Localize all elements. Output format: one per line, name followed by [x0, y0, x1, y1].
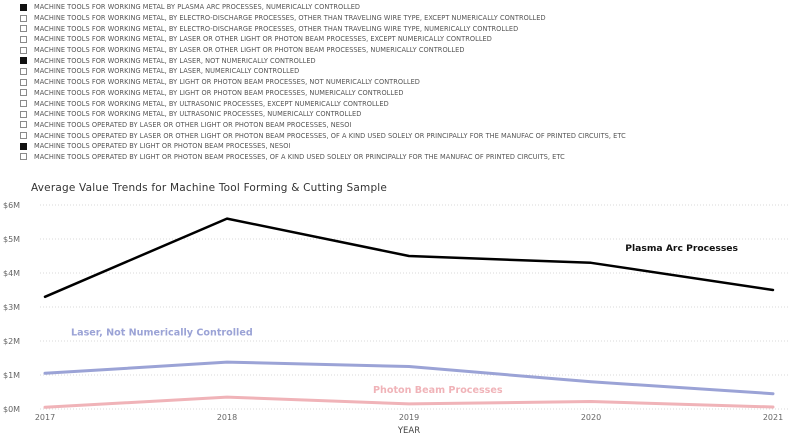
x-tick-label: 2021 — [763, 413, 783, 422]
filter-item[interactable]: MACHINE TOOLS OPERATED BY LIGHT OR PHOTO… — [20, 141, 790, 152]
filter-label: MACHINE TOOLS FOR WORKING METAL, BY ELEC… — [34, 14, 546, 23]
filter-label: MACHINE TOOLS OPERATED BY LIGHT OR PHOTO… — [34, 152, 565, 161]
checkbox-checked[interactable] — [20, 3, 27, 11]
series-line — [43, 360, 775, 396]
filter-item[interactable]: MACHINE TOOLS FOR WORKING METAL, BY ULTR… — [20, 98, 790, 109]
filter-item[interactable]: MACHINE TOOLS FOR WORKING METAL BY PLASM… — [20, 2, 790, 13]
filter-label: MACHINE TOOLS FOR WORKING METAL, BY LASE… — [34, 46, 465, 55]
filter-item[interactable]: MACHINE TOOLS FOR WORKING METAL, BY ULTR… — [20, 109, 790, 120]
x-tick-label: 2020 — [581, 413, 601, 422]
checkbox-unchecked[interactable] — [20, 46, 27, 54]
filter-label: MACHINE TOOLS FOR WORKING METAL, BY ELEC… — [34, 24, 519, 33]
series-label: Plasma Arc Processes — [625, 243, 738, 254]
checkbox-unchecked[interactable] — [20, 67, 27, 75]
filter-label: MACHINE TOOLS OPERATED BY LASER OR OTHER… — [34, 131, 626, 140]
checkbox-checked[interactable] — [20, 57, 27, 65]
y-tick-label: $0M — [3, 405, 20, 414]
checkbox-unchecked[interactable] — [20, 110, 27, 118]
filter-label: MACHINE TOOLS OPERATED BY LASER OR OTHER… — [34, 120, 352, 129]
checkbox-unchecked[interactable] — [20, 132, 27, 140]
checkbox-unchecked[interactable] — [20, 153, 27, 161]
x-tick-label: 2019 — [399, 413, 419, 422]
series-line — [43, 217, 775, 299]
filter-label: MACHINE TOOLS OPERATED BY LIGHT OR PHOTO… — [34, 142, 291, 151]
checkbox-unchecked[interactable] — [20, 89, 27, 97]
filter-list: MACHINE TOOLS FOR WORKING METAL BY PLASM… — [20, 2, 790, 162]
filter-item[interactable]: MACHINE TOOLS FOR WORKING METAL, BY LASE… — [20, 45, 790, 56]
filter-item[interactable]: MACHINE TOOLS FOR WORKING METAL, BY ELEC… — [20, 13, 790, 24]
filter-item[interactable]: MACHINE TOOLS FOR WORKING METAL, BY LIGH… — [20, 77, 790, 88]
y-tick-label: $1M — [3, 371, 20, 380]
filter-label: MACHINE TOOLS FOR WORKING METAL, BY LASE… — [34, 56, 316, 65]
y-tick-label: $5M — [3, 235, 20, 244]
y-tick-label: $2M — [3, 337, 20, 346]
checkbox-unchecked[interactable] — [20, 121, 27, 129]
filter-item[interactable]: MACHINE TOOLS OPERATED BY LIGHT OR PHOTO… — [20, 152, 790, 163]
checkbox-checked[interactable] — [20, 142, 27, 150]
checkbox-unchecked[interactable] — [20, 14, 27, 22]
y-tick-label: $3M — [3, 303, 20, 312]
filter-label: MACHINE TOOLS FOR WORKING METAL, BY ULTR… — [34, 99, 389, 108]
series-label: Photon Beam Processes — [373, 385, 503, 396]
filter-label: MACHINE TOOLS FOR WORKING METAL, BY LASE… — [34, 35, 492, 44]
x-tick-label: 2017 — [35, 413, 55, 422]
x-axis-title: YEAR — [397, 426, 420, 436]
filter-label: MACHINE TOOLS FOR WORKING METAL, BY LIGH… — [34, 78, 420, 87]
checkbox-unchecked[interactable] — [20, 100, 27, 108]
filter-label: MACHINE TOOLS FOR WORKING METAL, BY LASE… — [34, 67, 300, 76]
filter-item[interactable]: MACHINE TOOLS FOR WORKING METAL, BY LASE… — [20, 34, 790, 45]
series-line — [43, 395, 775, 409]
y-tick-label: $4M — [3, 269, 20, 278]
x-tick-label: 2018 — [217, 413, 237, 422]
filter-item[interactable]: MACHINE TOOLS FOR WORKING METAL, BY LASE… — [20, 66, 790, 77]
checkbox-unchecked[interactable] — [20, 78, 27, 86]
filter-item[interactable]: MACHINE TOOLS FOR WORKING METAL, BY LASE… — [20, 55, 790, 66]
filter-item[interactable]: MACHINE TOOLS FOR WORKING METAL, BY ELEC… — [20, 23, 790, 34]
filter-label: MACHINE TOOLS FOR WORKING METAL BY PLASM… — [34, 3, 361, 12]
filter-label: MACHINE TOOLS FOR WORKING METAL, BY LIGH… — [34, 88, 404, 97]
chart-title: Average Value Trends for Machine Tool Fo… — [31, 182, 388, 194]
y-tick-label: $6M — [3, 201, 20, 210]
filter-item[interactable]: MACHINE TOOLS FOR WORKING METAL, BY LIGH… — [20, 88, 790, 99]
filter-item[interactable]: MACHINE TOOLS OPERATED BY LASER OR OTHER… — [20, 130, 790, 141]
filter-item[interactable]: MACHINE TOOLS OPERATED BY LASER OR OTHER… — [20, 120, 790, 131]
checkbox-unchecked[interactable] — [20, 35, 27, 43]
filter-label: MACHINE TOOLS FOR WORKING METAL, BY ULTR… — [34, 110, 362, 119]
series-label: Laser, Not Numerically Controlled — [71, 327, 253, 338]
checkbox-unchecked[interactable] — [20, 25, 27, 33]
